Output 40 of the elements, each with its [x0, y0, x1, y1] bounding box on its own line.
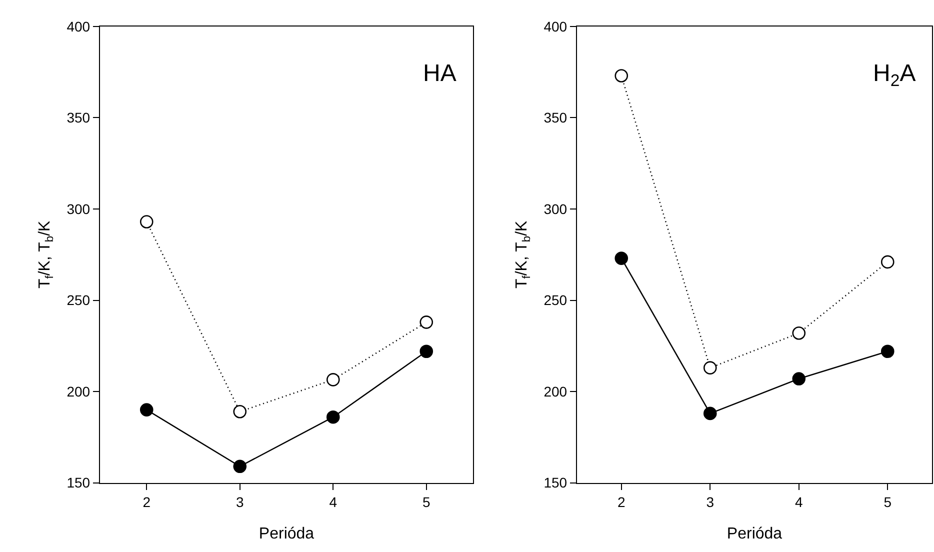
point — [614, 69, 628, 82]
y-tick-label: 150 — [544, 474, 568, 491]
y-tick-label: 300 — [544, 200, 568, 217]
point — [703, 406, 717, 420]
point — [420, 316, 434, 329]
point — [326, 373, 340, 386]
point — [140, 215, 154, 228]
x-tick-label: 5 — [884, 494, 892, 510]
y-tick-label: 150 — [66, 474, 90, 491]
x-tick-label: 2 — [142, 494, 151, 510]
point — [326, 410, 340, 424]
point — [880, 344, 894, 358]
x-tick-label: 3 — [236, 494, 244, 510]
point — [420, 344, 434, 358]
text: H$_{2}$A — [873, 60, 916, 90]
point — [140, 403, 154, 416]
y-tick-label: 300 — [66, 200, 90, 217]
y-tick-label: 400 — [544, 18, 568, 34]
point — [880, 255, 894, 269]
x-tick-label: 2 — [617, 494, 626, 510]
x-tick-label: 4 — [794, 494, 803, 510]
x-axis-title: Perióda — [726, 525, 782, 542]
point — [792, 326, 806, 340]
point — [792, 372, 806, 386]
point — [614, 252, 628, 265]
y-tick-label: 200 — [544, 383, 568, 400]
point — [703, 361, 717, 374]
y-tick-label: 200 — [66, 383, 90, 400]
y-tick-label: 350 — [66, 110, 90, 126]
x-tick-label: 3 — [706, 494, 714, 510]
y-tick-label: 400 — [66, 18, 90, 34]
y-tick-label: 250 — [544, 292, 568, 308]
y-tick-label: 250 — [66, 292, 90, 308]
x-axis-title: Perióda — [258, 525, 314, 542]
y-tick-label: 350 — [544, 110, 568, 126]
x-tick-label: 5 — [422, 494, 430, 510]
point — [233, 404, 247, 418]
text: HA — [423, 60, 456, 87]
x-tick-label: 4 — [329, 494, 338, 510]
point — [233, 460, 247, 474]
